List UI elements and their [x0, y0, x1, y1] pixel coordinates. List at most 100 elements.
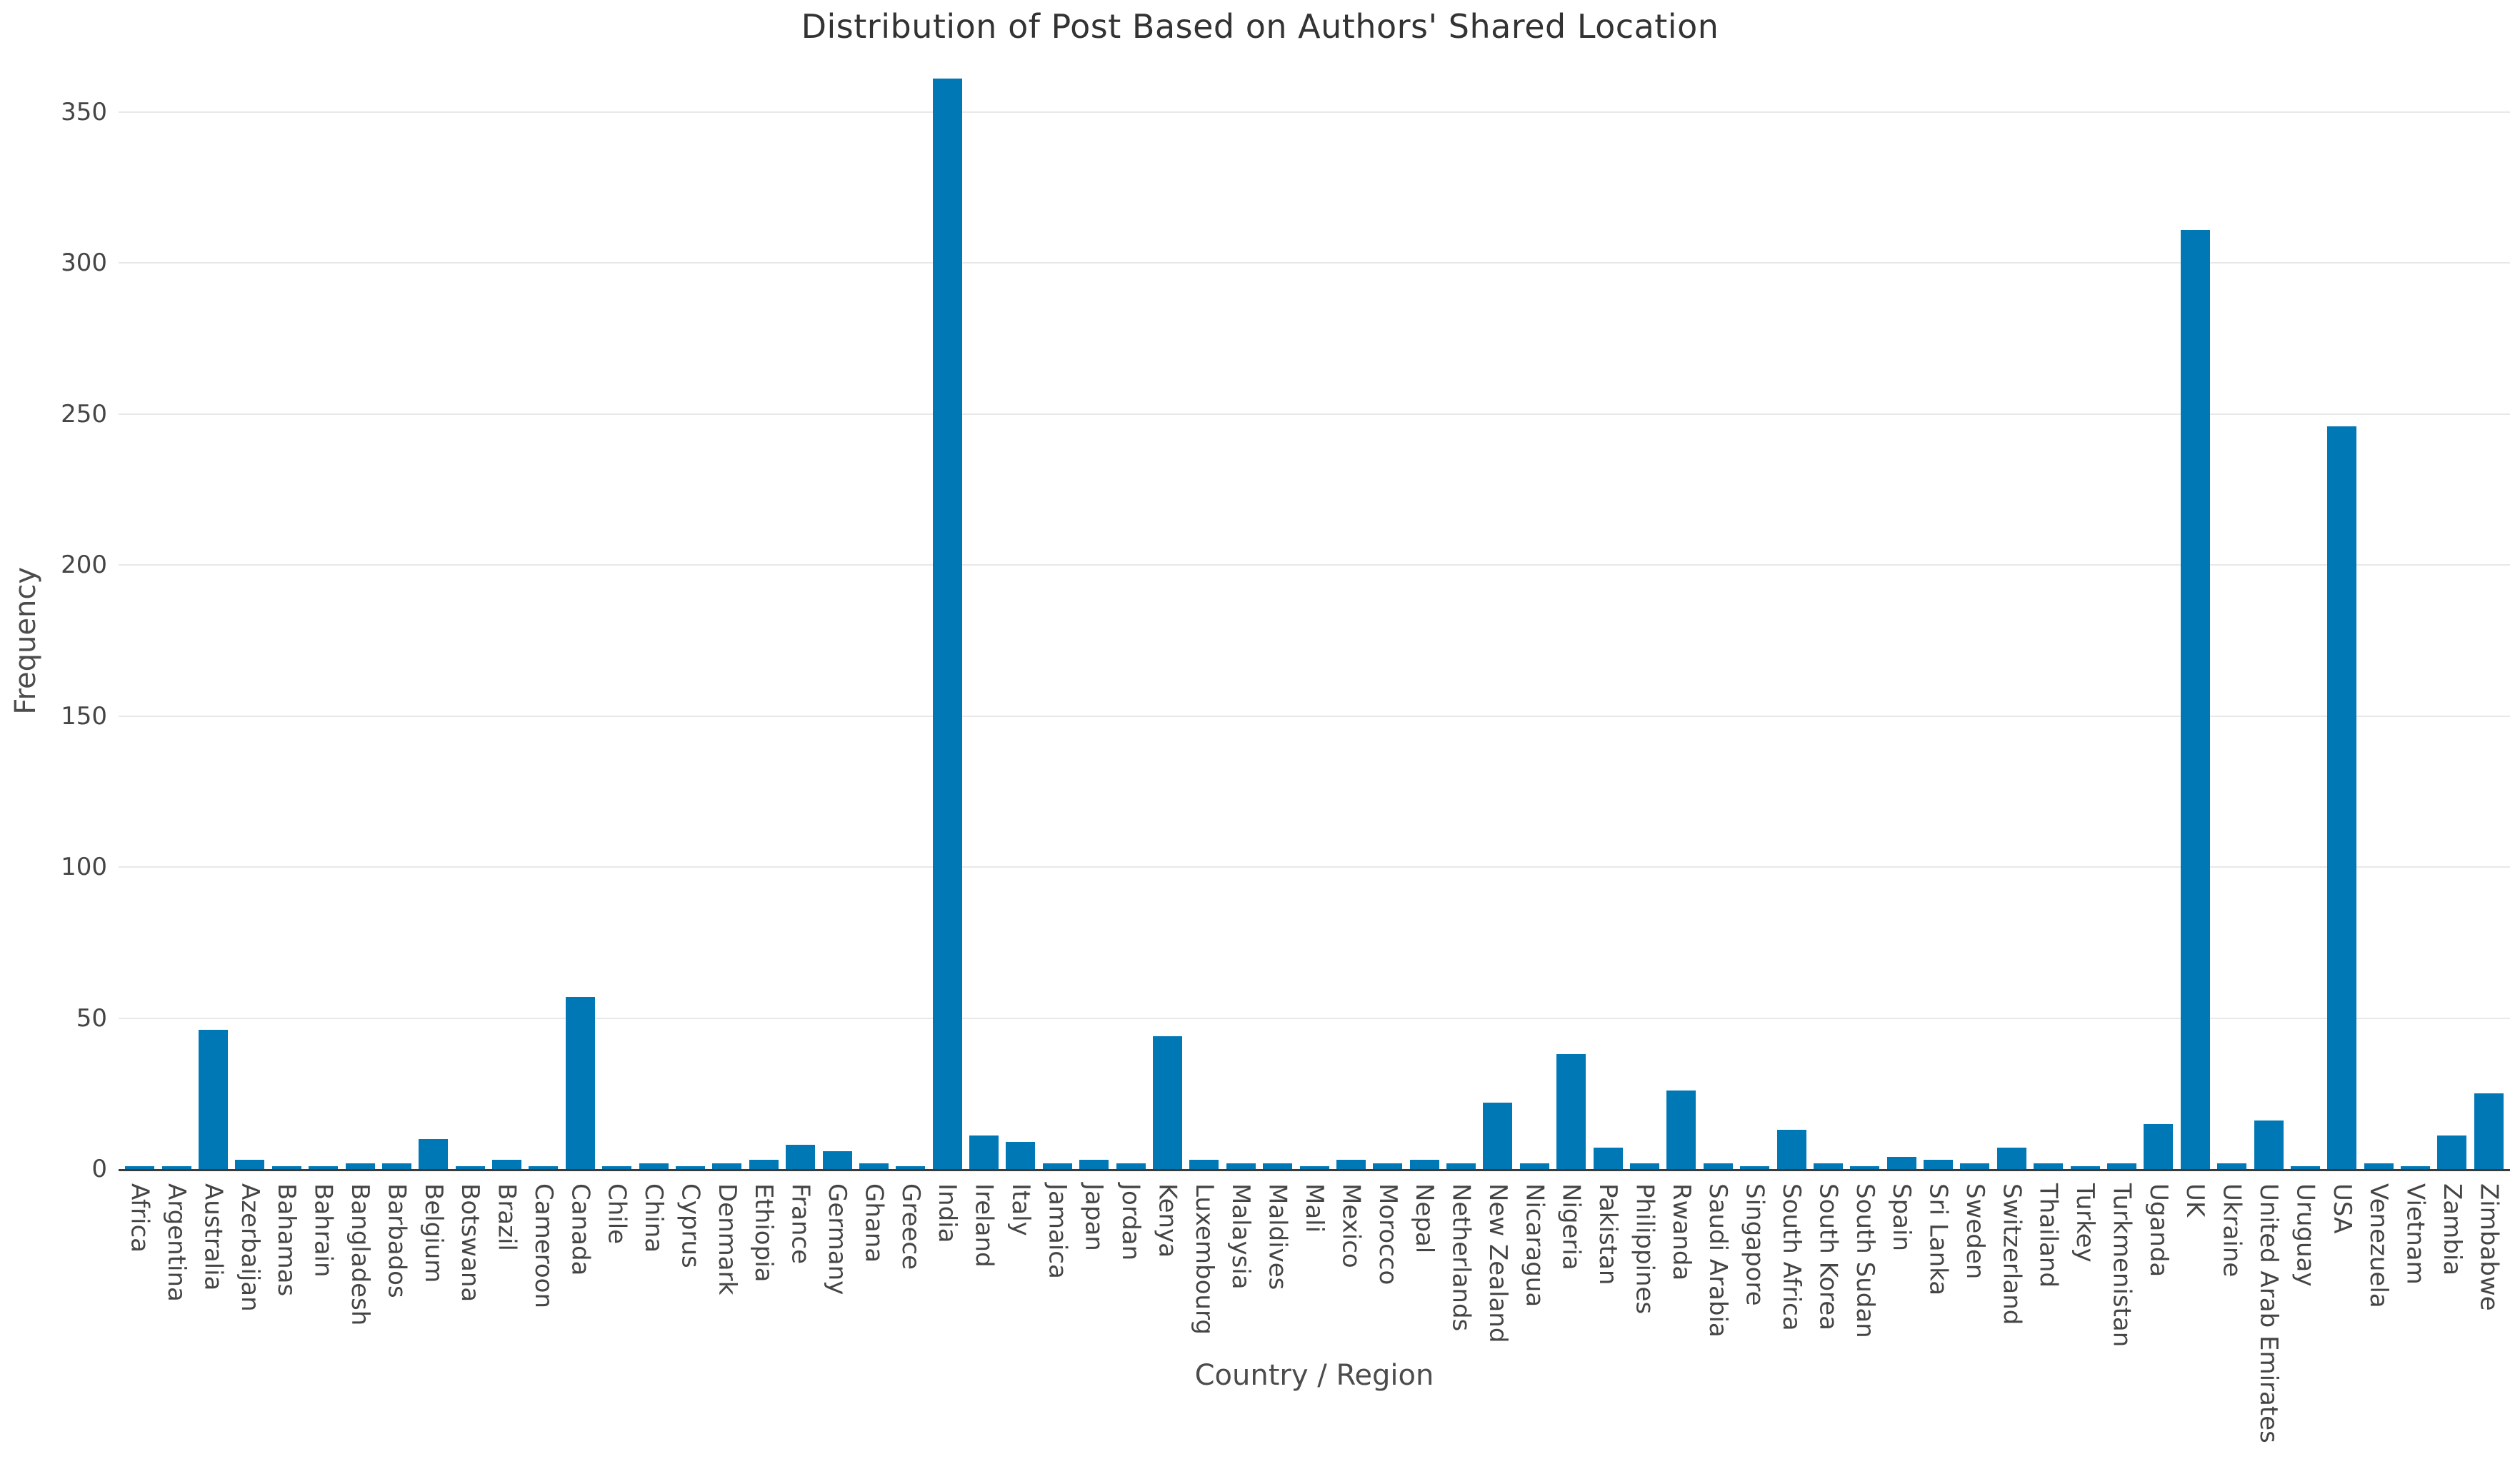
- bar: [1226, 1163, 1256, 1169]
- x-tick-label: Denmark: [712, 1183, 741, 1295]
- x-axis-line: [119, 1169, 2510, 1171]
- x-tick-label: Zimbabwe: [2474, 1183, 2504, 1311]
- x-tick-label: Philippines: [1630, 1183, 1659, 1315]
- x-tick-label: Thailand: [2034, 1183, 2063, 1288]
- bar: [1850, 1165, 1880, 1169]
- x-tick-label: Australia: [199, 1183, 228, 1291]
- bar: [675, 1165, 705, 1169]
- y-tick-label: 100: [61, 853, 107, 882]
- x-tick-label: Turkmenistan: [2107, 1183, 2136, 1348]
- bar: [749, 1160, 779, 1169]
- bar: [1629, 1163, 1659, 1169]
- bar: [1960, 1163, 1990, 1169]
- bar: [345, 1163, 375, 1169]
- bar: [1006, 1141, 1036, 1169]
- bar: [1813, 1163, 1843, 1169]
- x-tick-label: Rwanda: [1666, 1183, 1696, 1281]
- bar: [1886, 1157, 1916, 1169]
- bar: [565, 996, 595, 1169]
- bar: [2144, 1123, 2174, 1169]
- bar: [896, 1165, 926, 1169]
- x-axis-title-box: Country / Region: [121, 1354, 2507, 1397]
- x-tick-label: Ethiopia: [749, 1183, 779, 1283]
- y-tick-label: 150: [61, 701, 107, 731]
- bar: [1593, 1148, 1623, 1169]
- x-tick-label: Germany: [823, 1183, 851, 1295]
- x-tick-label: Canada: [566, 1183, 595, 1276]
- x-tick-label: Saudi Arabia: [1704, 1183, 1733, 1338]
- y-tick-label: 50: [76, 1003, 107, 1033]
- bar: [1740, 1165, 1770, 1169]
- x-tick-label: Pakistan: [1594, 1183, 1623, 1285]
- bar: [419, 1138, 449, 1169]
- gridline: [119, 413, 2510, 415]
- bar: [529, 1165, 559, 1169]
- bar: [1924, 1160, 1954, 1169]
- x-tick-label: Mali: [1300, 1183, 1329, 1233]
- x-tick-label: Greece: [896, 1183, 925, 1270]
- x-tick-label: Cyprus: [676, 1183, 705, 1268]
- x-tick-label: South Africa: [1777, 1183, 1806, 1331]
- y-tick-label: 200: [61, 551, 107, 580]
- bar: [271, 1165, 301, 1169]
- x-tick-label: Morocco: [1373, 1183, 1402, 1285]
- x-tick-label: Belgium: [419, 1183, 448, 1283]
- bar: [2254, 1120, 2284, 1169]
- bar: [1483, 1102, 1513, 1169]
- bar: [1556, 1054, 1586, 1169]
- gridline: [119, 866, 2510, 868]
- bar: [455, 1165, 485, 1169]
- gridline: [119, 111, 2510, 113]
- bar: [2290, 1165, 2320, 1169]
- x-tick-label: United Arab Emirates: [2254, 1183, 2283, 1443]
- bar: [1446, 1163, 1476, 1169]
- bar: [1079, 1160, 1109, 1169]
- bar: [602, 1165, 632, 1169]
- x-tick-label: Sri Lanka: [1924, 1183, 1953, 1296]
- bar: [2364, 1163, 2394, 1169]
- bar: [2437, 1135, 2467, 1169]
- bar: [1042, 1163, 1072, 1169]
- bar: [969, 1135, 999, 1169]
- x-tick-label: Malaysia: [1226, 1183, 1256, 1290]
- x-tick-label: Bahamas: [272, 1183, 301, 1297]
- x-tick-label: Netherlands: [1446, 1183, 1476, 1332]
- bar: [2327, 426, 2357, 1169]
- x-axis-title: Country / Region: [1194, 1359, 1434, 1392]
- y-tick-label: 0: [91, 1155, 107, 1183]
- x-tick-label: Argentina: [162, 1183, 191, 1302]
- x-tick-label: Barbados: [382, 1183, 411, 1298]
- x-tick-label: Japan: [1079, 1183, 1109, 1251]
- x-tick-label: Venezuela: [2364, 1183, 2394, 1308]
- bar: [125, 1165, 155, 1169]
- x-tick-label: USA: [2327, 1183, 2356, 1234]
- x-tick-label: Botswana: [456, 1183, 485, 1303]
- bar: [1409, 1160, 1439, 1169]
- bar: [1116, 1163, 1146, 1169]
- bar: [1299, 1165, 1329, 1169]
- bar: [1996, 1148, 2026, 1169]
- bar: [235, 1160, 265, 1169]
- y-axis-title: Frequency: [9, 566, 42, 715]
- chart-title: Distribution of Post Based on Authors' S…: [801, 7, 1719, 46]
- x-tick-label: South Sudan: [1850, 1183, 1879, 1338]
- bar: [309, 1165, 339, 1169]
- bar: [492, 1160, 522, 1169]
- x-tick-label: Bangladesh: [346, 1183, 374, 1326]
- x-tick-label: Kenya: [1153, 1183, 1182, 1258]
- bar: [2180, 229, 2210, 1169]
- y-tick-label: 250: [61, 399, 107, 428]
- bar: [932, 79, 962, 1169]
- x-tick-label: Ghana: [859, 1183, 889, 1263]
- gridline: [119, 262, 2510, 264]
- bar: [2474, 1093, 2504, 1169]
- x-tick-label: Azerbaijan: [235, 1183, 264, 1312]
- x-tick-label: New Zealand: [1483, 1183, 1512, 1343]
- y-tick-label: 300: [61, 249, 107, 278]
- bar: [2401, 1165, 2431, 1169]
- x-tick-label: Sweden: [1960, 1183, 1989, 1280]
- bar: [712, 1163, 742, 1169]
- gridline: [119, 564, 2510, 566]
- x-tick-label: Mexico: [1336, 1183, 1366, 1268]
- x-tick-label: Uganda: [2144, 1183, 2173, 1278]
